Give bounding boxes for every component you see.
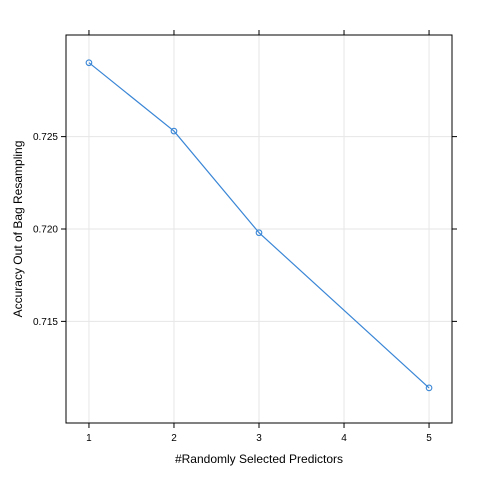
y-tick-label: 0.725 xyxy=(33,132,58,143)
grid-layer xyxy=(66,35,452,423)
x-tick-label: 1 xyxy=(86,433,92,444)
tick-layer: 1 2 3 4 5 0.715 0.720 0.725 xyxy=(33,30,457,444)
y-axis-title: Accuracy Out of Bag Resampling xyxy=(11,141,25,318)
x-tick-label: 4 xyxy=(341,433,347,444)
x-tick-label: 2 xyxy=(171,433,177,444)
x-tick-label: 5 xyxy=(426,433,432,444)
x-tick-label: 3 xyxy=(256,433,262,444)
x-axis-title: #Randomly Selected Predictors xyxy=(175,452,343,466)
y-tick-label: 0.720 xyxy=(33,225,58,236)
y-tick-label: 0.715 xyxy=(33,317,58,328)
